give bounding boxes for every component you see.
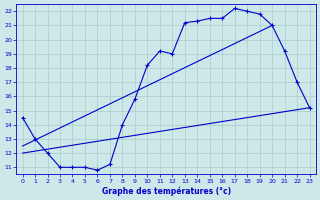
X-axis label: Graphe des températures (°c): Graphe des températures (°c) [101,186,231,196]
